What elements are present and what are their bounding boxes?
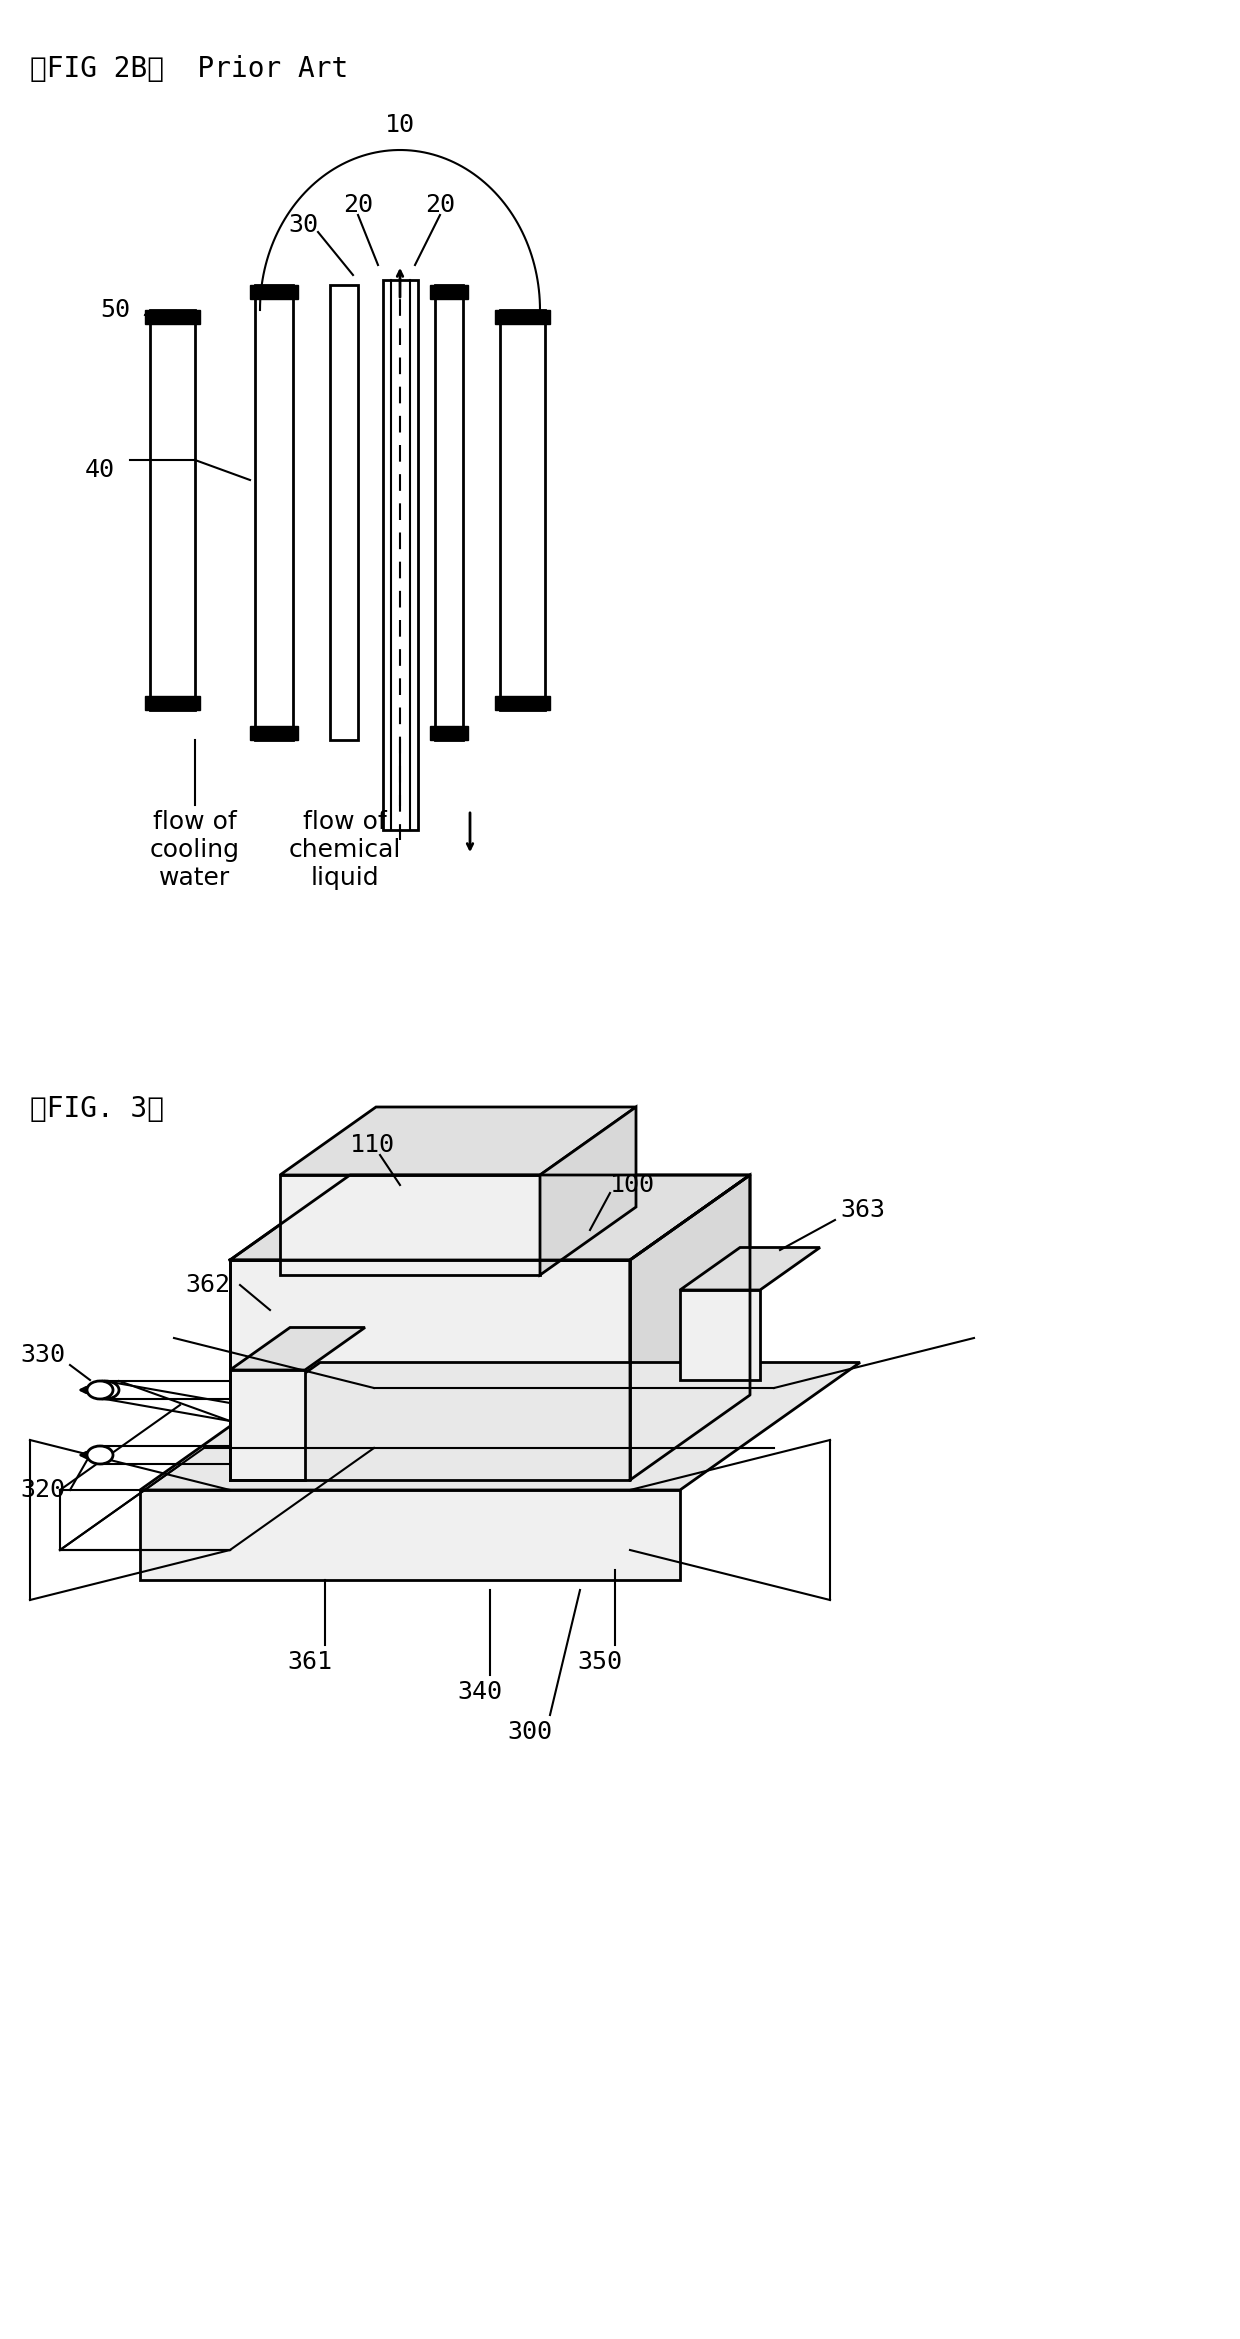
Bar xyxy=(250,285,298,299)
Polygon shape xyxy=(630,1174,750,1481)
Bar xyxy=(330,285,358,739)
Text: flow of
cooling
water: flow of cooling water xyxy=(150,809,241,889)
Polygon shape xyxy=(229,1371,305,1481)
Bar xyxy=(430,285,467,299)
Text: 361: 361 xyxy=(288,1649,332,1675)
Text: 10: 10 xyxy=(384,112,415,138)
Text: 363: 363 xyxy=(839,1198,885,1221)
Bar xyxy=(430,725,467,739)
Polygon shape xyxy=(140,1364,861,1490)
Text: 20: 20 xyxy=(425,194,455,218)
Bar xyxy=(383,281,418,830)
Polygon shape xyxy=(229,1174,750,1261)
Bar xyxy=(435,285,463,739)
Text: 350: 350 xyxy=(578,1649,622,1675)
Bar xyxy=(250,725,298,739)
Text: 40: 40 xyxy=(86,458,115,482)
Text: 330: 330 xyxy=(20,1343,64,1366)
Text: 【FIG 2B】  Prior Art: 【FIG 2B】 Prior Art xyxy=(30,56,348,82)
Polygon shape xyxy=(229,1261,630,1481)
Text: 50: 50 xyxy=(100,297,130,323)
Text: flow of
chemical
liquid: flow of chemical liquid xyxy=(289,809,402,889)
Polygon shape xyxy=(680,1291,760,1380)
Text: 【FIG. 3】: 【FIG. 3】 xyxy=(30,1095,164,1123)
Text: 300: 300 xyxy=(507,1719,553,1745)
Polygon shape xyxy=(229,1329,365,1371)
Polygon shape xyxy=(280,1174,539,1275)
Ellipse shape xyxy=(91,1380,119,1399)
Bar xyxy=(495,697,551,711)
Polygon shape xyxy=(680,1247,820,1291)
Bar xyxy=(145,697,200,711)
Text: 362: 362 xyxy=(185,1272,229,1298)
Bar xyxy=(150,311,195,711)
Polygon shape xyxy=(539,1106,636,1275)
Polygon shape xyxy=(140,1490,680,1581)
Text: 320: 320 xyxy=(20,1478,64,1502)
Bar xyxy=(495,311,551,325)
Bar xyxy=(500,311,546,711)
Polygon shape xyxy=(280,1106,636,1174)
Text: 100: 100 xyxy=(610,1172,655,1198)
Ellipse shape xyxy=(87,1380,113,1399)
Bar xyxy=(255,285,293,739)
Text: 110: 110 xyxy=(350,1132,396,1158)
Bar xyxy=(145,311,200,325)
Text: 20: 20 xyxy=(343,194,373,218)
Text: 30: 30 xyxy=(288,213,317,236)
Text: 340: 340 xyxy=(458,1679,502,1705)
Ellipse shape xyxy=(87,1446,113,1464)
